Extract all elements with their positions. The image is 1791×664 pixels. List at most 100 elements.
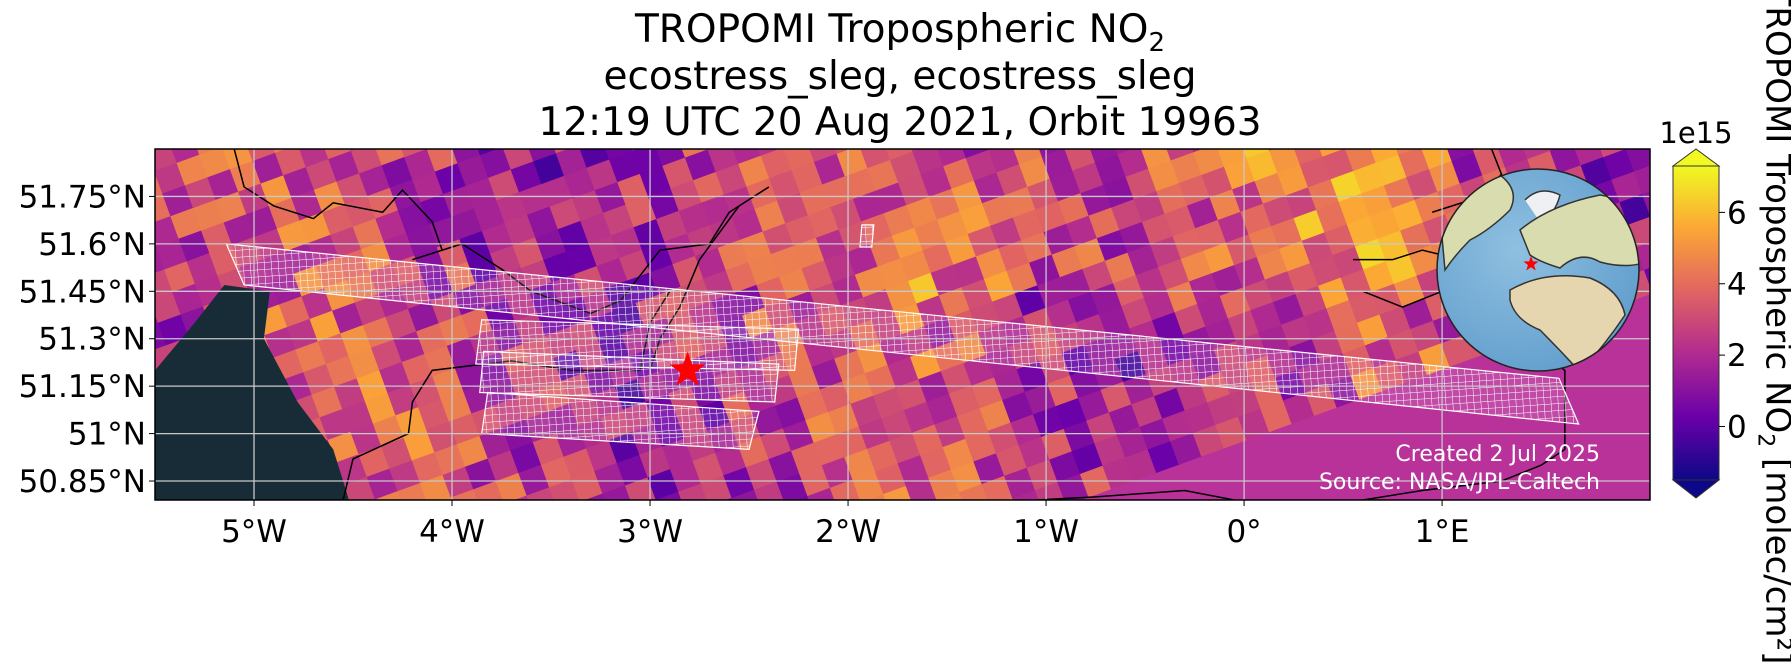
- title-line-2: ecostress_sleg, ecostress_sleg: [603, 54, 1197, 99]
- no2-pixel: [1035, 200, 1068, 234]
- no2-pixel: [1635, 238, 1650, 271]
- no2-pixel: [1064, 149, 1097, 172]
- no2-pixel: [494, 116, 526, 148]
- y-tick-label: 51.3°N: [38, 322, 146, 358]
- no2-pixel: [1051, 246, 1084, 279]
- no2-pixel: [1086, 412, 1119, 445]
- no2-pixel: [1367, 149, 1400, 164]
- no2-pixel: [352, 218, 385, 251]
- no2-pixel: [678, 483, 711, 500]
- no2-pixel: [1127, 244, 1160, 277]
- no2-pixel: [1102, 176, 1136, 209]
- no2-pixel: [844, 448, 877, 481]
- no2-pixel: [432, 367, 465, 401]
- no2-pixel: [178, 230, 211, 263]
- no2-pixel: [867, 159, 900, 192]
- no2-pixel: [899, 249, 932, 282]
- no2-pixel: [1496, 149, 1529, 169]
- no2-pixel: [1049, 170, 1082, 203]
- no2-pixel: [1346, 215, 1379, 248]
- no2-pixel: [873, 387, 906, 420]
- no2-pixel: [572, 189, 605, 222]
- no2-pixel: [479, 427, 512, 460]
- no2-pixel: [1141, 213, 1174, 246]
- no2-pixel: [874, 463, 908, 496]
- x-tick-label: 0°: [1226, 514, 1261, 548]
- no2-pixel: [381, 156, 414, 189]
- no2-pixel: [1072, 162, 1105, 195]
- no2-pixel: [1237, 408, 1270, 441]
- no2-pixel: [162, 185, 195, 218]
- no2-pixel: [926, 393, 959, 426]
- no2-pixel: [412, 171, 445, 204]
- no2-pixel: [1309, 254, 1342, 287]
- no2-pixel: [535, 510, 567, 542]
- no2-pixel: [1193, 149, 1226, 176]
- no2-pixel: [1139, 418, 1172, 451]
- no2-pixel: [1116, 426, 1149, 459]
- no2-pixel: [723, 466, 756, 499]
- no2-pixel: [708, 497, 741, 500]
- no2-pixel: [836, 149, 869, 178]
- no2-pixel: [397, 482, 430, 500]
- no2-pixel: [207, 168, 240, 201]
- no2-pixel: [1264, 271, 1297, 304]
- no2-pixel: [790, 442, 824, 475]
- no2-pixel: [565, 243, 598, 276]
- no2-pixel: [155, 149, 170, 150]
- no2-pixel: [1188, 272, 1221, 306]
- no2-pixel: [1094, 153, 1127, 186]
- no2-pixel: [1080, 184, 1113, 217]
- no2-pixel: [1348, 291, 1381, 324]
- colorbar-label-units: [molec/cm²]: [1757, 458, 1791, 664]
- no2-pixel: [676, 149, 709, 159]
- no2-pixel: [1564, 112, 1596, 144]
- no2-pixel: [918, 370, 951, 403]
- no2-pixel: [594, 462, 627, 495]
- no2-pixel: [1055, 397, 1088, 430]
- no2-pixel: [557, 501, 589, 533]
- no2-pixel: [557, 220, 590, 253]
- no2-pixel: [930, 264, 963, 297]
- no2-pixel: [1359, 109, 1391, 141]
- no2-pixel: [406, 224, 439, 257]
- no2-pixel: [600, 149, 633, 161]
- no2-pixel: [1282, 391, 1316, 425]
- no2-pixel: [1617, 149, 1650, 150]
- no2-pixel: [1180, 250, 1213, 283]
- no2-pixel: [994, 368, 1027, 402]
- y-tick-label: 51.45°N: [19, 274, 146, 310]
- no2-pixel: [465, 458, 498, 491]
- no2-pixel: [1307, 178, 1340, 211]
- no2-pixel: [364, 392, 397, 425]
- no2-pixel: [278, 295, 311, 329]
- no2-pixel: [754, 481, 787, 500]
- no2-pixel: [980, 149, 1013, 151]
- no2-pixel: [1057, 192, 1090, 225]
- no2-pixel: [1428, 160, 1461, 193]
- no2-pixel: [155, 269, 174, 302]
- no2-pixel: [881, 149, 914, 162]
- no2-pixel: [1004, 186, 1037, 219]
- no2-pixel: [1034, 481, 1067, 500]
- no2-pixel: [1186, 197, 1220, 230]
- no2-pixel: [160, 109, 192, 141]
- no2-pixel: [791, 161, 824, 194]
- no2-pixel: [164, 260, 197, 294]
- no2-pixel: [768, 450, 801, 483]
- no2-pixel: [798, 108, 830, 140]
- no2-pixel: [1211, 264, 1244, 297]
- no2-pixel: [1045, 299, 1078, 332]
- no2-pixel: [502, 149, 535, 171]
- no2-pixel: [998, 239, 1031, 272]
- no2-pixel: [459, 230, 492, 263]
- no2-pixel: [450, 488, 483, 500]
- no2-pixel: [844, 167, 877, 200]
- no2-pixel: [850, 395, 883, 428]
- no2-pixel: [312, 105, 344, 137]
- no2-pixel: [887, 356, 920, 389]
- no2-pixel: [740, 512, 772, 544]
- no2-pixel: [1217, 211, 1250, 244]
- no2-pixel: [707, 149, 740, 174]
- no2-pixel: [996, 163, 1029, 197]
